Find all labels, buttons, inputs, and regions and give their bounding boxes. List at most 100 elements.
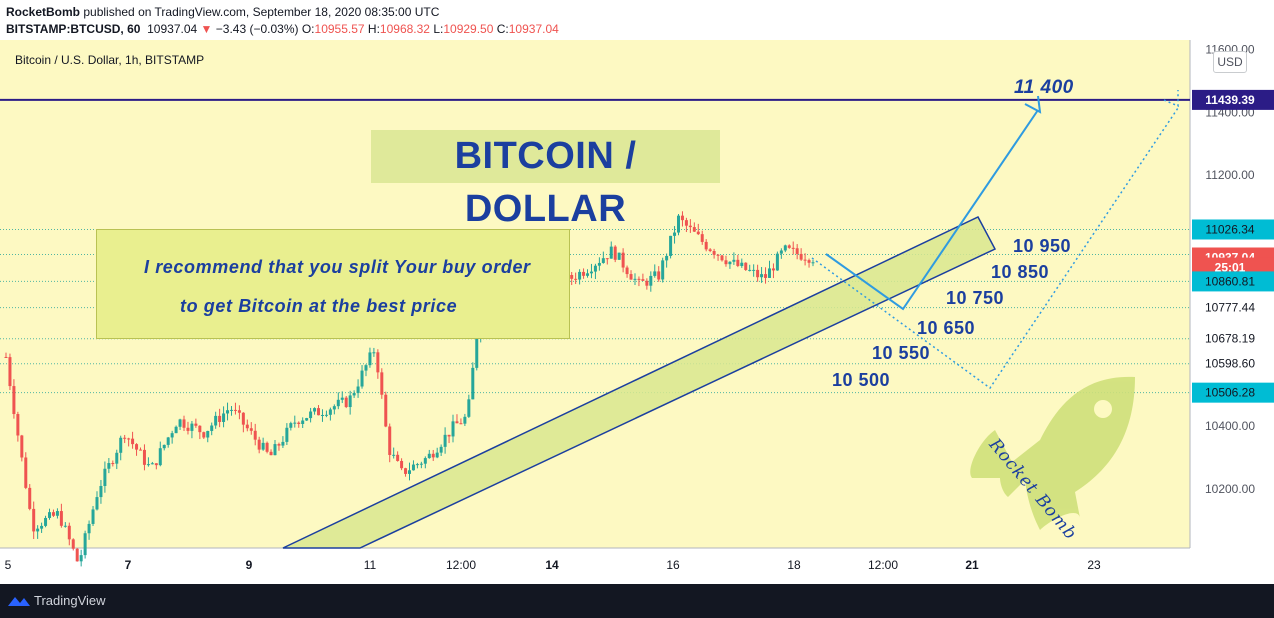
price-badge-label: 11026.34	[1205, 222, 1254, 236]
candle	[435, 452, 439, 458]
candle	[475, 338, 479, 368]
candle	[431, 453, 435, 458]
candle	[419, 463, 423, 465]
chart-title-annotation: BITCOIN / DOLLAR	[371, 130, 720, 230]
x-tick-label: 12:00	[868, 558, 898, 572]
candle	[799, 253, 803, 260]
candle	[459, 423, 463, 425]
price-change: −3.43 (−0.03%)	[215, 22, 299, 36]
candle	[408, 470, 411, 474]
candle	[384, 394, 388, 427]
candle	[281, 441, 285, 446]
candle	[740, 262, 744, 266]
arrowhead-solid	[1024, 95, 1042, 114]
candle	[103, 468, 107, 486]
candle	[95, 497, 99, 510]
candle	[352, 393, 356, 396]
candle	[32, 508, 36, 532]
author-name[interactable]: RocketBomb	[6, 5, 81, 19]
candle	[119, 437, 123, 453]
candle	[633, 278, 637, 280]
candle	[75, 548, 79, 562]
candle	[12, 386, 16, 415]
candle	[190, 423, 194, 431]
candle	[570, 275, 574, 279]
candle	[273, 444, 277, 456]
price-badge-bg	[1192, 89, 1274, 110]
candle	[142, 449, 146, 465]
price-badge-bg	[1192, 271, 1274, 292]
high-value: 10968.32	[379, 22, 430, 36]
candle	[574, 278, 578, 280]
candle	[582, 271, 586, 276]
candle	[253, 430, 257, 440]
candle	[154, 463, 158, 466]
candle	[218, 415, 222, 422]
open-label: O:	[301, 22, 315, 36]
price-axis-background	[1190, 40, 1274, 548]
candle	[324, 414, 328, 416]
candle	[593, 265, 597, 272]
candle	[787, 245, 791, 248]
candle	[807, 260, 811, 263]
x-tick-label: 7	[125, 558, 132, 572]
x-tick-label: 18	[787, 558, 801, 572]
chart-header: RocketBomb published on TradingView.com,…	[0, 0, 1274, 40]
candle	[356, 386, 360, 394]
price-badge: 10860.81	[1192, 271, 1274, 292]
level-label: 10 550	[872, 343, 931, 363]
candle	[372, 352, 376, 354]
candle	[158, 448, 162, 466]
candle	[360, 370, 364, 387]
candle	[241, 412, 245, 425]
candle	[289, 423, 293, 428]
candle	[170, 433, 174, 438]
candle	[24, 457, 28, 488]
price-badge: 10506.28	[1192, 382, 1274, 403]
candle	[309, 411, 313, 419]
candle	[301, 420, 305, 424]
candle	[20, 435, 24, 458]
candle	[752, 269, 756, 271]
candle	[328, 409, 332, 415]
candle	[265, 442, 269, 452]
candle	[28, 487, 32, 509]
candle	[443, 434, 447, 447]
candle	[55, 511, 59, 516]
currency-button[interactable]: USD	[1213, 51, 1247, 73]
candle	[150, 463, 154, 465]
candle	[795, 248, 799, 254]
candle	[320, 414, 324, 416]
target-label: 11 400	[1014, 77, 1074, 98]
candle	[597, 262, 601, 266]
candle	[364, 365, 368, 371]
candle	[229, 409, 233, 411]
price-badge: 11439.39	[1192, 89, 1274, 110]
price-badge-label: 10506.28	[1205, 386, 1255, 400]
candle	[166, 437, 170, 445]
candle	[760, 274, 764, 278]
candle	[764, 274, 768, 278]
candle	[16, 414, 20, 436]
candle	[447, 434, 451, 437]
candle	[665, 255, 669, 261]
candle	[411, 464, 415, 471]
high-label: H:	[367, 22, 380, 36]
candle	[332, 406, 336, 410]
symbol-label[interactable]: BITSTAMP:BTCUSD, 60	[6, 22, 141, 36]
candle	[451, 421, 455, 437]
footer-bar: TradingView	[0, 584, 1274, 618]
candle	[455, 421, 459, 424]
candle	[305, 418, 309, 421]
price-badge-bg	[1192, 328, 1274, 349]
candle	[756, 269, 760, 278]
candle	[732, 259, 736, 262]
candle	[791, 247, 795, 249]
candle	[684, 220, 688, 226]
brand-name[interactable]: TradingView	[34, 593, 106, 608]
candle	[688, 225, 692, 228]
candle	[222, 413, 226, 422]
candle	[696, 231, 700, 235]
candle	[396, 454, 400, 461]
time-axis-background	[0, 548, 1274, 584]
